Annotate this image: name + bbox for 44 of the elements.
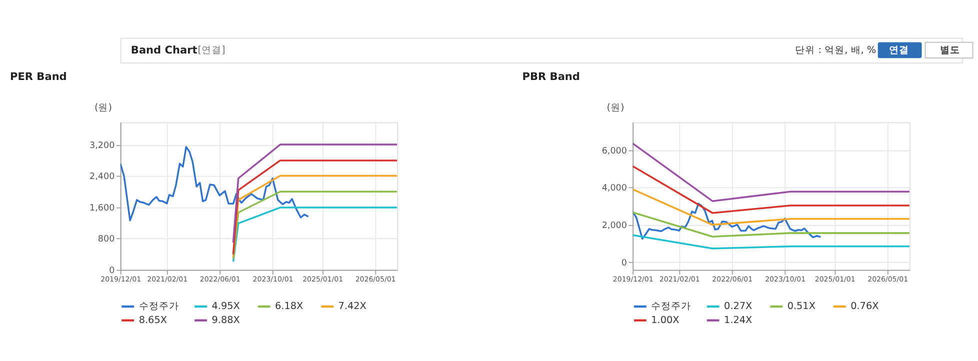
y-tick-label: 3,200 xyxy=(90,140,115,151)
x-tick-label: 2019/12/01 xyxy=(612,274,654,284)
x-tick-label: 2026/05/01 xyxy=(868,274,908,284)
x-tick-label: 2026/05/01 xyxy=(355,274,396,284)
legend-label: 0.51X xyxy=(787,301,816,312)
text: [연결] xyxy=(198,44,226,56)
y-tick-label: 800 xyxy=(98,234,115,245)
y-tick-label: 0 xyxy=(109,266,115,276)
legend-label: 0.27X xyxy=(724,301,753,312)
line-series xyxy=(120,146,310,222)
y-tick-label: 2,400 xyxy=(90,172,115,182)
x-tick-label: 2025/01/01 xyxy=(302,274,344,284)
legend-label: 1.00X xyxy=(651,315,680,326)
y-axis-title: (원) xyxy=(606,102,624,114)
y-tick-label: 0 xyxy=(621,258,627,268)
y-axis-title: (원) xyxy=(94,102,112,114)
x-tick-label: 2023/10/01 xyxy=(765,274,806,284)
text: PER Band xyxy=(10,71,67,84)
y-tick-label: 2,000 xyxy=(602,221,627,232)
text: 단위 : 억원, 배, % xyxy=(795,44,876,56)
legend-label: 7.42X xyxy=(338,301,367,312)
legend-label: 4.95X xyxy=(212,301,240,312)
x-tick-label: 2022/06/01 xyxy=(712,274,753,284)
text: 별도 xyxy=(940,44,960,56)
legend-label: 9.88X xyxy=(212,315,240,326)
y-tick-label: 4,000 xyxy=(602,184,627,194)
legend-label: 0.76X xyxy=(850,301,880,312)
chart-title: PBR Band xyxy=(522,71,580,84)
text: 연결 xyxy=(888,44,909,56)
x-tick-label: 2021/02/01 xyxy=(659,274,700,284)
legend-label: 1.24X xyxy=(724,315,753,326)
legend-label: 수정주가 xyxy=(138,301,179,312)
line-series xyxy=(632,202,822,240)
x-tick-label: 2019/12/01 xyxy=(100,274,142,284)
legend-label: 8.65X xyxy=(138,315,168,326)
legend-label: 6.18X xyxy=(275,301,304,312)
x-tick-label: 2025/01/01 xyxy=(814,274,856,284)
y-tick-label: 1,600 xyxy=(90,203,115,214)
text: Band Chart xyxy=(130,44,198,57)
x-tick-label: 2023/10/01 xyxy=(252,274,294,284)
x-tick-label: 2021/02/01 xyxy=(147,274,188,284)
x-tick-label: 2022/06/01 xyxy=(200,274,240,284)
legend-label: 수정주가 xyxy=(651,301,692,312)
y-tick-label: 6,000 xyxy=(602,146,627,156)
